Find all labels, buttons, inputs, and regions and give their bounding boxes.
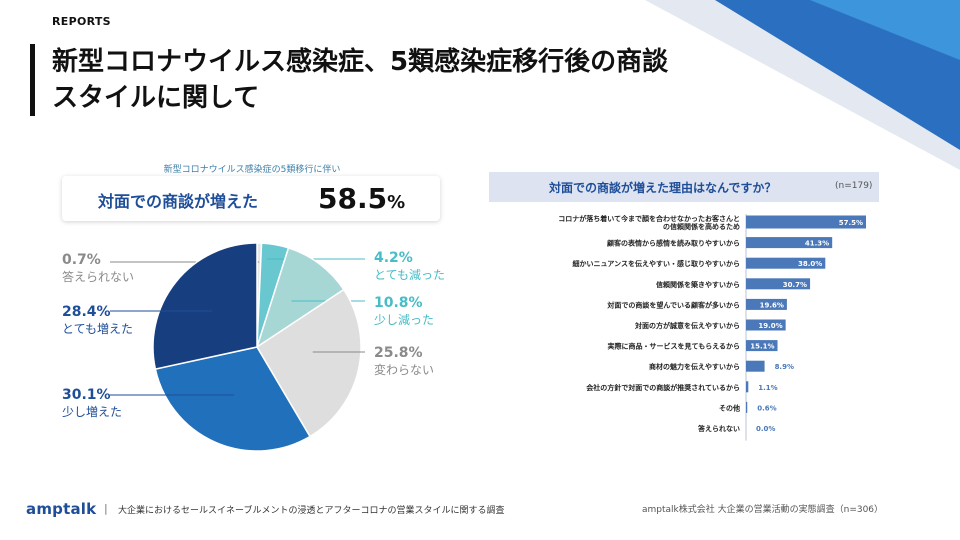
bar-value-label: 0.0% — [756, 425, 775, 433]
corner-decoration — [645, 0, 960, 170]
callout-number: 58.5 — [318, 182, 388, 215]
callout-unit: % — [387, 192, 406, 213]
bar-category-label: 会社の方針で対面での商談が推奨されているから — [586, 383, 740, 392]
pie-label-slightly-decreased: 10.8% 少し減った — [374, 295, 434, 329]
bar-category-label: 信頼関係を築きやすいから — [656, 280, 740, 289]
pie-label-slightly-increased: 30.1% 少し増えた — [62, 387, 122, 421]
bar-value-label: 19.6% — [760, 301, 784, 309]
pie-slice — [152, 242, 258, 370]
callout-value: 58.5% — [318, 182, 405, 215]
pie-pct: 30.1% — [62, 387, 111, 403]
callout-label: 対面での商談が増えた — [98, 192, 259, 211]
reports-kicker: REPORTS — [52, 15, 111, 28]
pie-name: とても減った — [374, 268, 446, 282]
footer-survey-title: 大企業におけるセールスイネーブルメントの浸透とアフターコロナの営業スタイルに関す… — [118, 506, 505, 516]
bar-value-label: 19.0% — [758, 322, 782, 330]
bar-category-label: その他 — [719, 403, 740, 412]
pie-pct: 10.8% — [374, 295, 423, 311]
pie-caption: 新型コロナウイルス感染症の5類移行に伴い — [163, 165, 341, 175]
bar-category-label: コロナが落ち着いて今まで顔を合わせなかったお客さんとの信頼関係を高めるため — [558, 214, 740, 231]
pie-label-greatly-increased: 28.4% とても増えた — [62, 304, 133, 338]
highlight-callout: 対面での商談が増えた 58.5% — [62, 176, 440, 221]
bar-chart-title: 対面での商談が増えた理由はなんですか？ — [549, 181, 777, 195]
pie-slice — [255, 288, 362, 438]
pie-name: 少し増えた — [62, 405, 123, 419]
pie-pct: 25.8% — [374, 345, 423, 361]
bar — [746, 401, 748, 413]
pie-label-greatly-decreased: 4.2% とても減った — [374, 250, 445, 284]
title-accent-bar — [30, 44, 35, 116]
bar-value-label: 15.1% — [750, 343, 774, 351]
bar — [746, 237, 833, 249]
bar-value-label: 8.9% — [775, 363, 794, 371]
bar-category-label: 細かいニュアンスを伝えやすい・感じ取りやすいから — [573, 259, 740, 268]
bar-category-label: 答えられない — [697, 424, 740, 433]
bar — [746, 278, 811, 290]
pie-pct: 28.4% — [62, 304, 111, 320]
pie-name: とても増えた — [62, 322, 134, 336]
bar — [746, 215, 866, 229]
title-line-2: スタイルに関して — [52, 83, 260, 113]
pie-pct: 4.2% — [374, 250, 413, 266]
bar — [746, 381, 749, 393]
title-line-1: 新型コロナウイルス感染症、5類感染症移行後の商談 — [52, 47, 669, 77]
bar-category-label: 対面の方が誠意を伝えやすいから — [634, 321, 740, 330]
amptalk-logo: amptalk — [26, 500, 97, 518]
pie-name: 答えられない — [62, 270, 135, 284]
bar-value-label: 38.0% — [798, 260, 822, 268]
bar-value-label: 0.6% — [757, 404, 776, 412]
bar-chart-sample-size: (n=179) — [835, 181, 873, 191]
pie-name: 変わらない — [374, 363, 435, 377]
pie-slice — [255, 246, 345, 349]
bar-chart-header: 対面での商談が増えた理由はなんですか？ (n=179) — [489, 172, 879, 202]
page-title: 新型コロナウイルス感染症、5類感染症移行後の商談 スタイルに関して — [52, 44, 812, 116]
bar-value-label: 57.5% — [839, 219, 863, 227]
bar — [746, 298, 787, 310]
pie-label-unchanged: 25.8% 変わらない — [374, 345, 434, 379]
bar-category-label: 実際に商品・サービスを見てもらえるから — [608, 342, 740, 351]
bar — [746, 340, 778, 352]
bar-category-label: 対面での商談を望んでいる顧客が多いから — [606, 300, 740, 309]
bar — [746, 319, 786, 331]
bar-value-label: 30.7% — [783, 281, 807, 289]
pie-slice — [154, 346, 311, 452]
bar-value-label: 41.3% — [805, 240, 829, 248]
bar-value-label: 1.1% — [758, 384, 777, 392]
pie-pct: 0.7% — [62, 252, 101, 268]
bar-category-label: 顧客の表情から感情を読み取りやすいから — [607, 239, 740, 248]
bar — [746, 360, 765, 372]
pie-name: 少し減った — [374, 313, 435, 327]
bar — [746, 257, 826, 269]
footer-source: amptalk株式会社 大企業の営業活動の実態調査（n=306） — [642, 505, 884, 515]
pie-label-no-answer: 0.7% 答えられない — [62, 252, 134, 286]
bar-category-label: 商材の魅力を伝えやすいから — [649, 362, 740, 371]
footer-separator: | — [104, 502, 108, 515]
